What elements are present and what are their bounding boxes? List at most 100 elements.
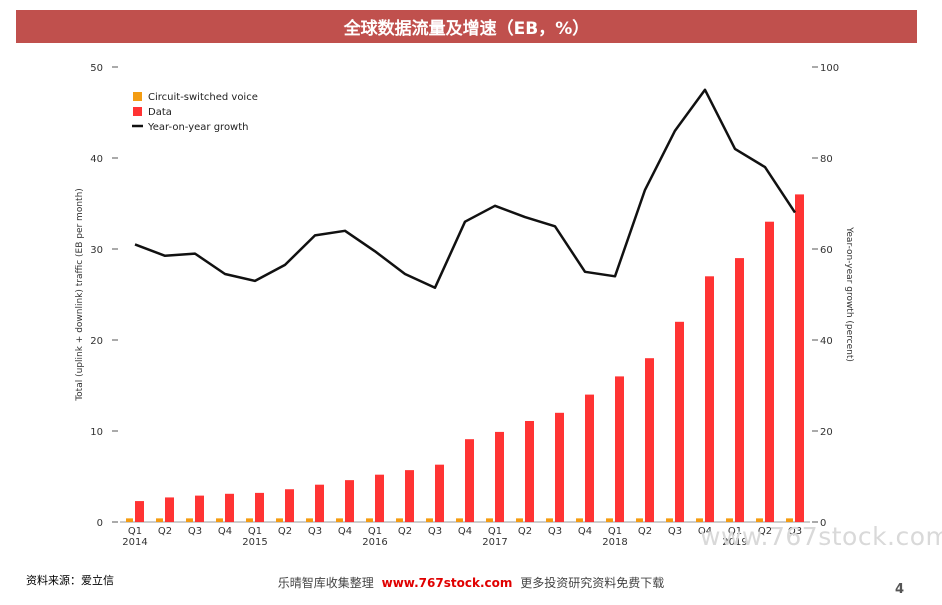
data-bar: [615, 376, 624, 522]
x-tick-label: Q2: [518, 526, 532, 537]
growth-line: [134, 88, 797, 289]
data-bar: [315, 484, 324, 522]
legend-label-data: Data: [148, 107, 172, 118]
data-bar: [255, 492, 264, 522]
y-tick-label: 30: [90, 245, 103, 256]
voice-bar: [756, 518, 763, 522]
data-bar: [645, 358, 654, 522]
voice-bar: [276, 518, 283, 522]
x-year-label: 2019: [722, 537, 747, 548]
legend-swatch-voice: [133, 92, 142, 101]
voice-bar: [636, 518, 643, 522]
data-bar: [585, 394, 594, 522]
data-bar: [285, 489, 294, 522]
y-tick-label: 50: [90, 63, 103, 74]
data-bar: [195, 495, 204, 522]
voice-bar: [486, 518, 493, 522]
data-bar: [465, 439, 474, 522]
legend-swatch-data: [133, 107, 142, 116]
x-tick-label: Q1: [128, 526, 142, 537]
y-axis-label: Total (uplink + downlink) traffic (EB pe…: [75, 188, 85, 402]
page-number: 4: [895, 582, 905, 597]
x-year-label: 2016: [362, 537, 387, 548]
voice-bar: [726, 518, 733, 522]
x-tick-label: Q4: [338, 526, 352, 537]
x-year-label: 2014: [122, 537, 147, 548]
voice-bar: [396, 518, 403, 522]
x-tick-label: Q2: [758, 526, 772, 537]
voice-bar: [306, 518, 313, 522]
title-bar: 全球数据流量及增速（EB，%）: [16, 10, 917, 43]
x-tick-label: Q3: [188, 526, 202, 537]
x-tick-label: Q4: [578, 526, 592, 537]
data-bar: [795, 194, 804, 522]
data-bar: [225, 493, 234, 522]
x-tick-label: Q3: [788, 526, 802, 537]
footer: 乐晴智库收集整理 www.767stock.com 更多投资研究资料免费下载: [0, 574, 942, 591]
chart-title: 全球数据流量及增速（EB，%）: [343, 19, 590, 39]
legend-label-voice: Circuit-switched voice: [148, 92, 258, 103]
x-tick-label: Q3: [308, 526, 322, 537]
x-tick-label: Q1: [248, 526, 262, 537]
y-right-tick-label: 100: [820, 63, 839, 74]
data-bar: [165, 497, 174, 522]
y-tick-label: 10: [90, 427, 103, 438]
x-year-label: 2018: [602, 537, 627, 548]
y-right-tick-label: 20: [820, 427, 833, 438]
footer-left: 乐晴智库收集整理: [277, 576, 374, 590]
data-bar: [135, 501, 144, 522]
x-tick-label: Q2: [158, 526, 172, 537]
x-tick-label: Q3: [548, 526, 562, 537]
watermark: www.767stock.com: [700, 522, 942, 551]
voice-bar: [576, 518, 583, 522]
x-tick-label: Q2: [398, 526, 412, 537]
y-tick-label: 20: [90, 336, 103, 347]
voice-bar: [546, 518, 553, 522]
x-year-label: 2015: [242, 537, 267, 548]
data-bar: [705, 276, 714, 522]
y-right-tick-label: 80: [820, 154, 833, 165]
x-tick-label: Q2: [638, 526, 652, 537]
x-tick-label: Q3: [428, 526, 442, 537]
x-tick-label: Q4: [698, 526, 712, 537]
data-bar: [735, 258, 744, 522]
x-tick-label: Q1: [728, 526, 742, 537]
voice-bar: [366, 518, 373, 522]
data-bar: [435, 464, 444, 522]
voice-bar: [696, 518, 703, 522]
data-bar: [525, 420, 534, 522]
y-right-tick-label: 60: [820, 245, 833, 256]
y-right-tick-label: 0: [820, 518, 826, 529]
data-bar: [405, 470, 414, 522]
x-tick-label: Q1: [608, 526, 622, 537]
x-tick-label: Q4: [458, 526, 472, 537]
x-tick-label: Q3: [668, 526, 682, 537]
data-bar: [345, 480, 354, 522]
data-bar: [675, 321, 684, 522]
x-tick-label: Q1: [488, 526, 502, 537]
voice-bar: [516, 518, 523, 522]
voice-bar: [126, 518, 133, 522]
y-right-axis-label: Year-on-year growth (percent): [844, 226, 854, 362]
data-bar: [555, 412, 564, 522]
source-note: 资料来源：爱立信: [26, 574, 114, 587]
voice-bar: [786, 518, 793, 522]
y-tick-label: 0: [97, 518, 103, 529]
x-tick-label: Q4: [218, 526, 232, 537]
voice-bar: [186, 518, 193, 522]
voice-bar: [606, 518, 613, 522]
voice-bar: [216, 518, 223, 522]
voice-bar: [426, 518, 433, 522]
x-tick-label: Q1: [368, 526, 382, 537]
legend-label-growth: Year-on-year growth: [147, 122, 249, 133]
data-bar: [765, 221, 774, 522]
voice-bar: [156, 518, 163, 522]
voice-bar: [246, 518, 253, 522]
voice-bar: [666, 518, 673, 522]
y-tick-label: 40: [90, 154, 103, 165]
y-right-tick-label: 40: [820, 336, 833, 347]
x-tick-label: Q2: [278, 526, 292, 537]
footer-site-link[interactable]: www.767stock.com: [381, 576, 513, 590]
voice-bar: [336, 518, 343, 522]
